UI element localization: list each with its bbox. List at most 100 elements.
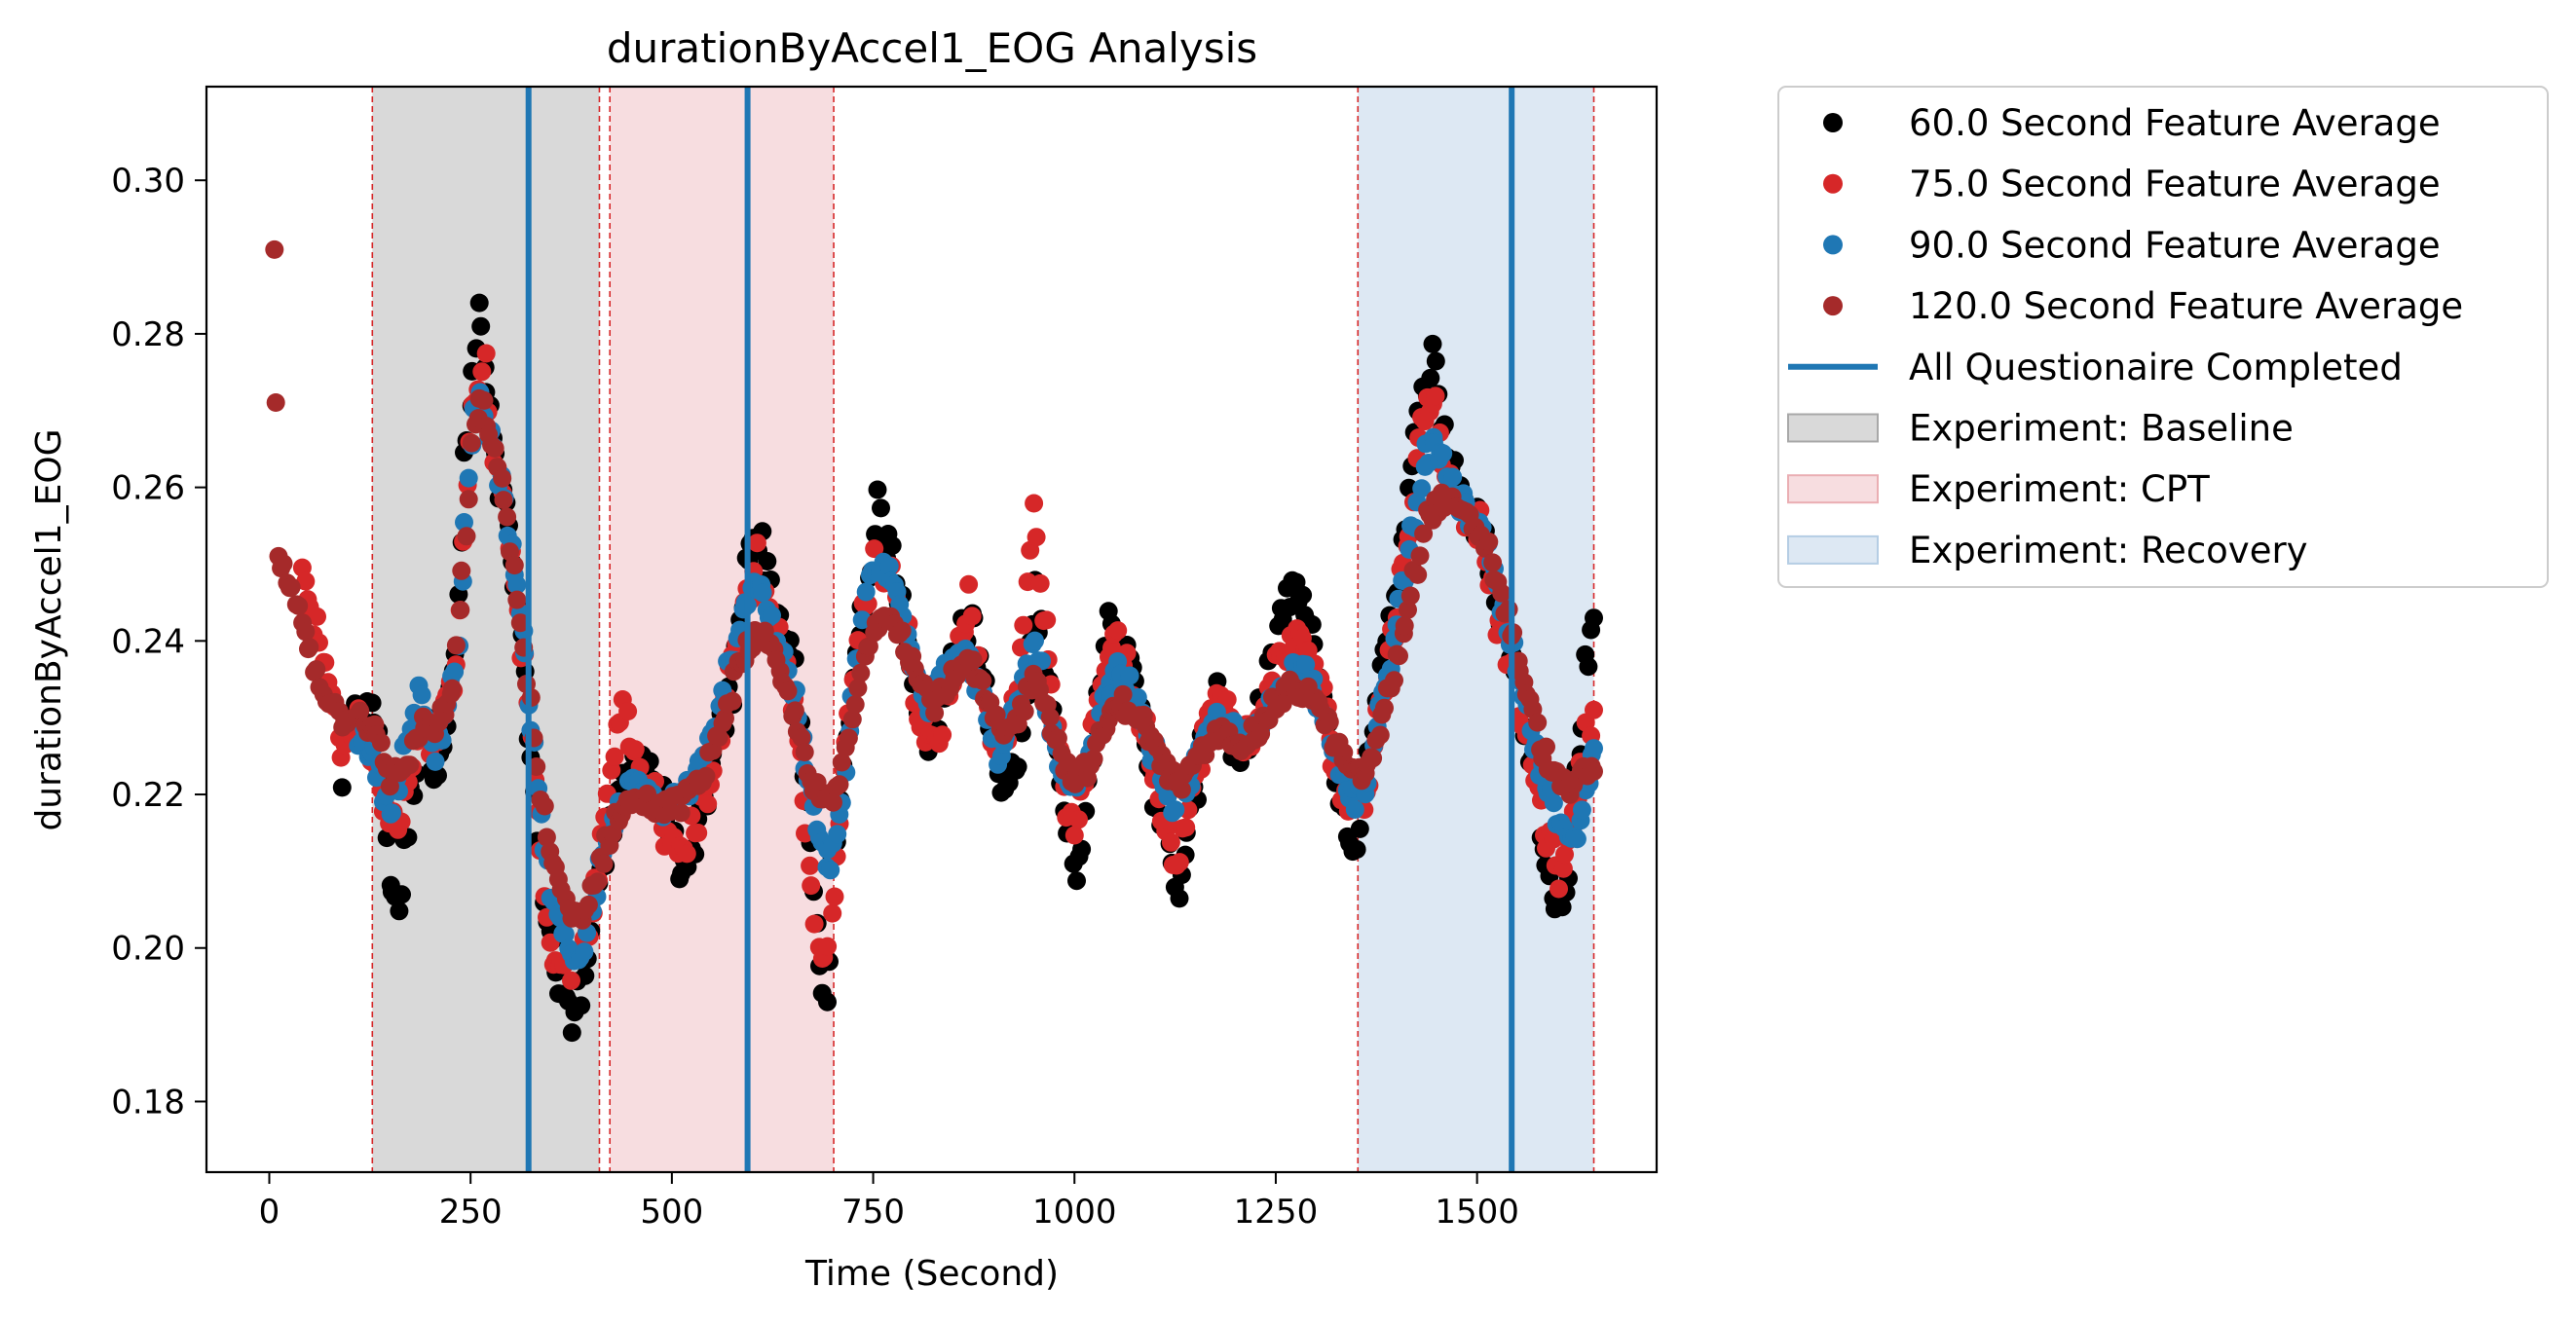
- legend-entry-2: 90.0 Second Feature Average: [1823, 224, 2441, 266]
- legend-entry-7: Experiment: Recovery: [1787, 530, 2308, 571]
- data-point: [1273, 694, 1292, 714]
- scatter-points: [265, 239, 1603, 1043]
- data-point: [451, 601, 470, 619]
- legend-label: All Questionaire Completed: [1909, 347, 2403, 388]
- data-point: [1069, 810, 1088, 829]
- data-point: [493, 468, 512, 488]
- data-point: [1528, 713, 1548, 732]
- data-point: [1395, 616, 1414, 636]
- data-point: [462, 433, 481, 453]
- legend-patch: [1787, 534, 1879, 565]
- y-tick-label: 0.28: [111, 315, 185, 354]
- y-tick-label: 0.26: [111, 469, 185, 508]
- data-point: [933, 725, 952, 745]
- series-3: [265, 239, 1603, 930]
- x-tick-label: 750: [841, 1193, 905, 1232]
- data-point: [527, 757, 546, 776]
- data-point: [795, 743, 814, 762]
- data-point: [562, 971, 580, 990]
- data-point: [1293, 585, 1313, 605]
- data-point: [823, 903, 842, 923]
- data-point: [1120, 666, 1139, 685]
- data-point: [1412, 479, 1432, 498]
- data-point: [1363, 749, 1383, 768]
- data-point: [445, 662, 465, 681]
- data-point: [1048, 728, 1067, 748]
- data-point: [892, 621, 912, 641]
- data-point: [618, 702, 638, 721]
- data-point: [1370, 725, 1390, 745]
- data-point: [1585, 608, 1603, 628]
- data-point: [1217, 690, 1237, 709]
- data-point: [747, 534, 766, 553]
- data-point: [828, 825, 847, 844]
- data-point: [868, 480, 887, 499]
- data-point: [865, 539, 884, 559]
- data-point: [576, 966, 595, 985]
- y-tick-label: 0.20: [111, 930, 185, 969]
- legend-patch: [1787, 474, 1879, 504]
- legend-entry-1: 75.0 Second Feature Average: [1823, 164, 2441, 205]
- data-point: [879, 557, 899, 576]
- data-point: [852, 610, 872, 630]
- legend-entry-6: Experiment: CPT: [1787, 468, 2210, 510]
- data-point: [300, 638, 319, 657]
- data-point: [882, 535, 902, 555]
- data-point: [830, 775, 849, 794]
- data-point: [758, 552, 777, 570]
- x-tick-label: 250: [439, 1193, 503, 1232]
- data-point: [1128, 687, 1147, 707]
- data-point: [1108, 621, 1128, 641]
- data-point: [856, 582, 876, 602]
- legend-entry-4: All Questionaire Completed: [1788, 347, 2403, 388]
- data-point: [1170, 889, 1189, 908]
- data-point: [1026, 631, 1044, 650]
- data-point: [671, 803, 691, 823]
- data-point: [572, 996, 591, 1015]
- data-point: [1032, 651, 1052, 671]
- legend-patch: [1787, 413, 1879, 443]
- data-point: [459, 468, 478, 488]
- data-point: [1084, 750, 1103, 768]
- legend-label: 90.0 Second Feature Average: [1909, 224, 2441, 266]
- data-point: [1421, 368, 1440, 387]
- data-point: [1423, 334, 1442, 353]
- legend-marker: [1823, 296, 1843, 316]
- data-point: [845, 695, 865, 715]
- data-point: [1426, 351, 1445, 371]
- data-point: [296, 571, 316, 591]
- data-point: [1170, 853, 1189, 872]
- data-point: [1552, 898, 1572, 917]
- legend-label: Experiment: Recovery: [1909, 530, 2308, 571]
- data-point: [753, 583, 772, 603]
- data-point: [383, 803, 401, 823]
- data-point: [677, 844, 696, 864]
- data-point: [605, 747, 624, 766]
- data-point: [1015, 702, 1034, 721]
- data-point: [371, 733, 391, 753]
- data-point: [1347, 840, 1366, 859]
- data-point: [716, 709, 734, 728]
- data-point: [555, 925, 575, 944]
- data-point: [851, 663, 871, 682]
- data-point: [987, 705, 1006, 724]
- data-point: [1585, 700, 1603, 719]
- data-point: [1585, 739, 1603, 758]
- data-point: [1390, 646, 1408, 666]
- data-point: [469, 293, 489, 313]
- data-point: [802, 876, 821, 896]
- y-tick-label: 0.30: [111, 162, 185, 201]
- plot-frame: [205, 85, 1659, 1174]
- data-point: [1176, 818, 1196, 837]
- data-point: [1434, 444, 1453, 463]
- legend-marker: [1823, 113, 1843, 132]
- data-point: [778, 681, 798, 701]
- legend-frame: [1777, 86, 2549, 588]
- legend-label: 75.0 Second Feature Average: [1909, 164, 2441, 205]
- legend-marker: [1823, 235, 1843, 255]
- data-point: [801, 856, 820, 875]
- data-point: [1579, 657, 1598, 677]
- x-tick-label: 500: [640, 1193, 703, 1232]
- data-point: [476, 344, 496, 363]
